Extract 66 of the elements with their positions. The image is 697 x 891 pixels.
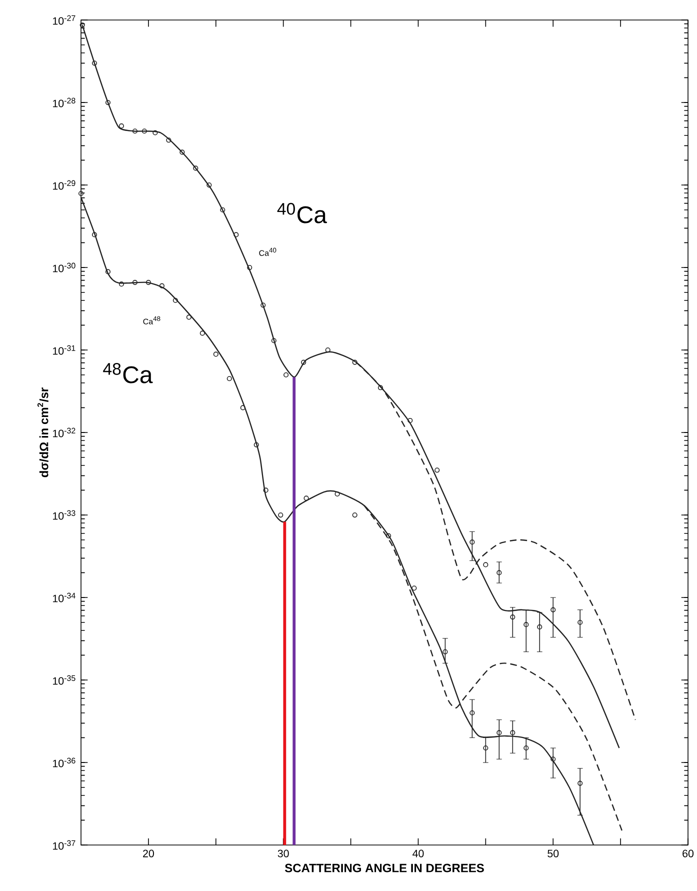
point bbox=[142, 128, 147, 134]
point bbox=[220, 207, 226, 212]
y-tick-label: 10$^{-33}$ bbox=[53, 510, 76, 520]
point bbox=[412, 586, 417, 591]
point bbox=[92, 60, 98, 66]
point bbox=[352, 512, 358, 518]
y-tick-label: 10$^{-35}$ bbox=[53, 675, 76, 685]
point bbox=[206, 182, 212, 188]
point bbox=[284, 372, 289, 378]
point bbox=[263, 488, 268, 493]
y-axis-title: dσ/dΩ in cm$^{2}$/sr bbox=[37, 388, 48, 478]
point bbox=[159, 283, 164, 288]
point bbox=[166, 138, 172, 143]
y-tick-label: 10$^{-34}$ bbox=[53, 592, 76, 602]
point bbox=[386, 533, 392, 538]
y-tick-label: 10$^{-30}$ bbox=[53, 262, 76, 272]
x-tick-label: 50 bbox=[548, 850, 559, 858]
annotation: Ca$^{40}$ bbox=[259, 248, 276, 256]
x-axis-title: SCATTERING ANGLE IN DEGREES bbox=[284, 864, 484, 872]
point bbox=[278, 512, 284, 518]
point bbox=[240, 405, 246, 410]
x-tick-label: 20 bbox=[143, 850, 154, 858]
point bbox=[254, 442, 259, 448]
point bbox=[193, 166, 198, 171]
point bbox=[200, 330, 205, 336]
y-tick-label: 10$^{-32}$ bbox=[53, 428, 76, 438]
point bbox=[118, 123, 124, 128]
annotation: Ca$^{48}$ bbox=[143, 316, 160, 324]
point bbox=[325, 348, 330, 353]
point bbox=[226, 376, 232, 382]
point bbox=[132, 128, 138, 134]
point bbox=[434, 468, 440, 473]
point bbox=[152, 130, 158, 136]
point bbox=[105, 100, 111, 106]
x-tick-label: 40 bbox=[412, 850, 424, 858]
point bbox=[186, 314, 192, 320]
point bbox=[334, 491, 340, 497]
annotation: $^{48}$Ca bbox=[103, 362, 153, 384]
point bbox=[213, 352, 218, 357]
point bbox=[378, 385, 383, 390]
y-tick-label: 10$^{-27}$ bbox=[53, 15, 76, 25]
point bbox=[132, 280, 138, 285]
point bbox=[172, 298, 178, 303]
point bbox=[78, 190, 84, 196]
y-tick-label: 10$^{-28}$ bbox=[53, 98, 76, 108]
point bbox=[234, 232, 239, 238]
point bbox=[304, 496, 309, 501]
point bbox=[118, 282, 124, 287]
y-tick-label: 10$^{-37}$ bbox=[53, 840, 76, 850]
point bbox=[408, 418, 413, 424]
y-tick-label: 10$^{-29}$ bbox=[53, 180, 76, 190]
y-tick-label: 10$^{-36}$ bbox=[53, 758, 76, 768]
point bbox=[105, 269, 111, 274]
point bbox=[92, 232, 98, 238]
y-tick-label: 10$^{-31}$ bbox=[53, 345, 76, 355]
point bbox=[483, 562, 488, 568]
point bbox=[260, 302, 266, 308]
point bbox=[301, 360, 306, 365]
x-tick-label: 30 bbox=[278, 850, 289, 858]
point bbox=[352, 360, 358, 365]
point bbox=[271, 338, 276, 344]
x-tick-label: 60 bbox=[682, 850, 694, 858]
point bbox=[247, 265, 252, 270]
annotation: $^{40}$Ca bbox=[277, 202, 327, 224]
point bbox=[180, 150, 185, 155]
point bbox=[146, 280, 151, 285]
